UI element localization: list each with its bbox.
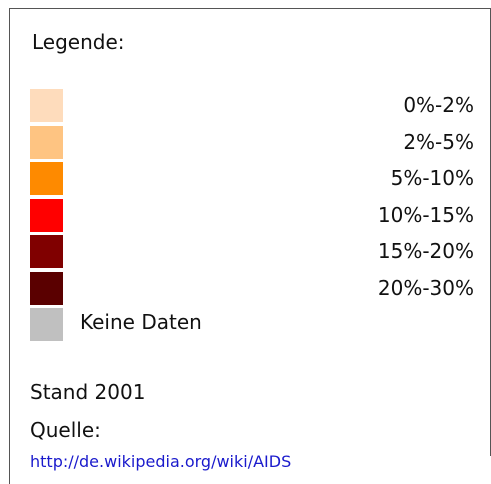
- legend-label: 5%-10%: [390, 166, 474, 190]
- swatch: [30, 198, 63, 232]
- legend-title: Legende:: [32, 30, 125, 54]
- source-label: Quelle:: [30, 418, 101, 442]
- swatch: [30, 235, 63, 268]
- swatch: [30, 162, 63, 195]
- legend-label: 20%-30%: [377, 275, 474, 300]
- stand: Stand 2001: [30, 380, 146, 404]
- legend-label: 15%-20%: [377, 239, 474, 263]
- source-link[interactable]: http://de.wikipedia.org/wiki/AIDS: [30, 452, 292, 471]
- legend-label: Keine Daten: [80, 310, 202, 334]
- legend-label: 10%-15%: [377, 202, 474, 227]
- swatch: [30, 89, 63, 122]
- swatch: [30, 308, 63, 341]
- legend-label: 0%-2%: [403, 93, 474, 117]
- legend-label: 2%-5%: [403, 129, 474, 154]
- swatch: [30, 125, 63, 159]
- swatch: [30, 271, 63, 305]
- frame-line: [9, 8, 10, 484]
